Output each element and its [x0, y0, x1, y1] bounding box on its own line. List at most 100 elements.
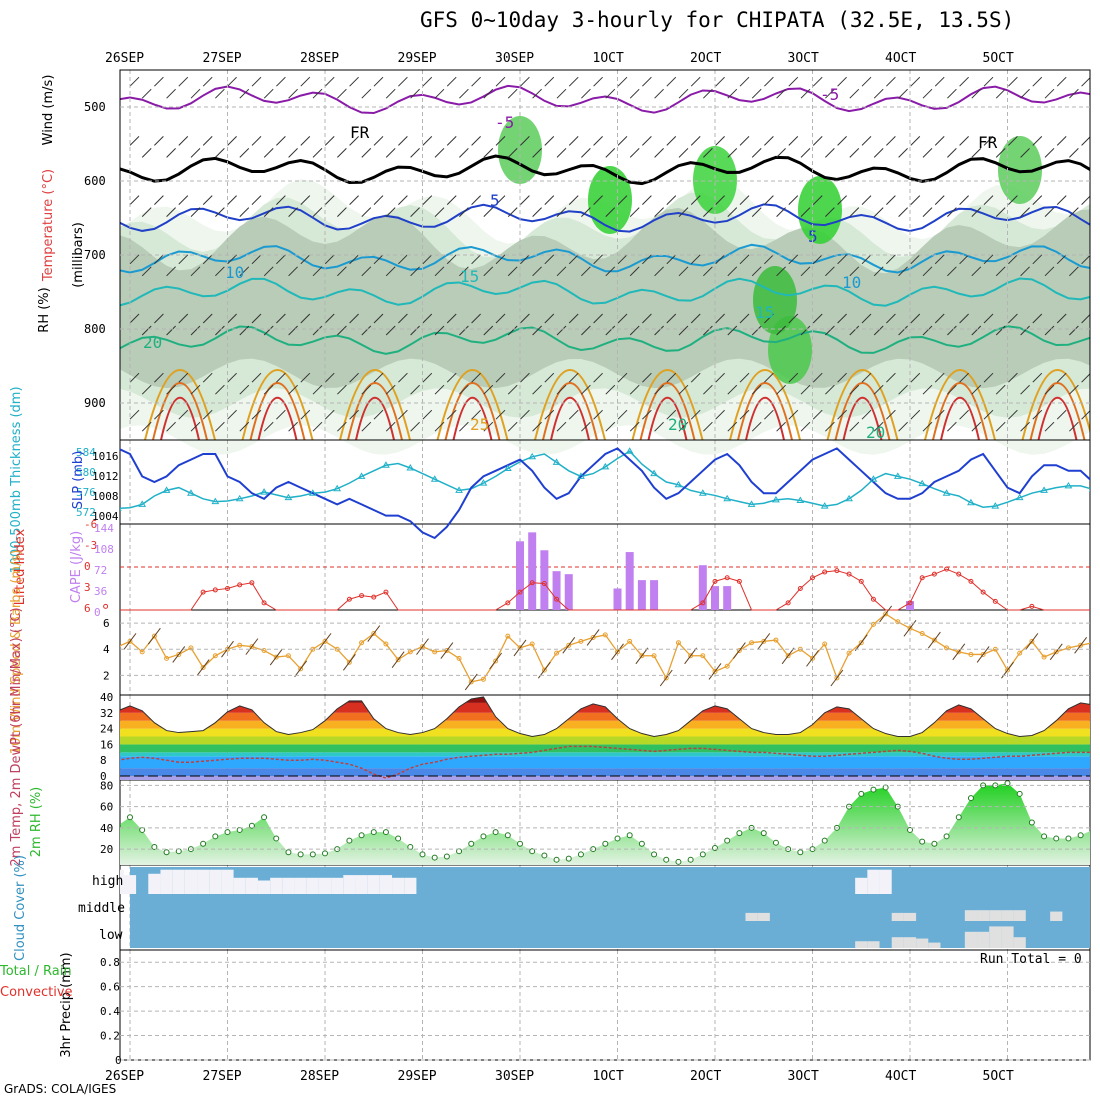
wind-barb [422, 313, 433, 324]
wind-barb [849, 266, 860, 277]
wind-barb-10m [757, 633, 771, 650]
wind-barb [1020, 207, 1030, 217]
wind-barb [922, 88, 933, 99]
wind-barb [934, 409, 945, 420]
wind-barb [202, 313, 213, 324]
wind-barb [471, 254, 481, 265]
cloud-high-block [172, 869, 185, 894]
contour-label: FR [978, 133, 998, 152]
wind-barb [727, 325, 738, 336]
li-marker [346, 596, 352, 602]
rh-marker [395, 835, 402, 842]
rh-marker [358, 832, 365, 839]
thickness-marker [1040, 486, 1048, 493]
wind-speed-marker [237, 642, 243, 648]
wind-barb [410, 421, 420, 432]
wind-barb [129, 409, 140, 420]
wind-barb [202, 136, 213, 146]
rh-marker [967, 795, 974, 802]
wind-speed-marker [541, 667, 547, 673]
wind-barb [983, 313, 994, 324]
thickness-marker [503, 464, 512, 472]
wind-barb [410, 207, 420, 217]
wind-barb-10m [684, 647, 698, 665]
wind-barb [971, 88, 982, 99]
thickness-tick-label: 572 [76, 506, 96, 519]
wind-barb [239, 421, 250, 432]
wind-barb [1020, 266, 1030, 277]
wind-barb [1032, 372, 1043, 383]
dewpoint-line [120, 745, 1090, 779]
slp-tick-label: 1008 [92, 490, 119, 503]
wind-barb [324, 76, 335, 87]
wind-barb [983, 254, 994, 265]
wind-barb [605, 325, 616, 336]
slp-tick-label: 1004 [92, 510, 119, 523]
cape-bar [528, 532, 537, 610]
wind-barb [1069, 266, 1079, 277]
contour-label: FR [350, 123, 370, 142]
wind-barb [617, 136, 628, 146]
thickness-marker [333, 484, 342, 492]
wind-barb [215, 325, 225, 336]
wind-barb [410, 266, 420, 277]
wind-speed-marker [371, 631, 377, 637]
rh-tick-label: 80 [100, 779, 113, 792]
wind-barb [703, 88, 713, 99]
wind-barb [1069, 421, 1079, 432]
wind-barb [154, 313, 164, 324]
rh-marker [651, 851, 658, 858]
wind-barb [1081, 373, 1090, 383]
wind-barb [532, 266, 542, 277]
ylabel-thickness: 1000-500mb Thickness (dm) [9, 386, 24, 573]
wind-barb [812, 136, 823, 146]
wind-barb [788, 409, 799, 420]
wind-barb [1069, 325, 1079, 336]
wind-barb [934, 372, 945, 383]
wind-barb-10m [927, 631, 941, 649]
wind-barb-10m [464, 673, 478, 691]
wind-barb [251, 313, 262, 324]
wind-speed-marker [91, 663, 95, 667]
wind-barb-10m [1049, 643, 1063, 661]
wind-barb [959, 195, 969, 205]
wind-barb [934, 195, 945, 205]
warm-contour-arc [1021, 369, 1090, 441]
wind-barb [715, 195, 725, 205]
wind-barb [520, 76, 530, 87]
wind-barb [593, 195, 603, 205]
temp-tick-label: 40 [100, 691, 113, 704]
wind-speed-marker [273, 654, 279, 660]
cloud-high-block [120, 869, 124, 894]
wind-barb [154, 254, 164, 265]
wind-barb [324, 313, 335, 324]
wind-barb [776, 266, 786, 277]
li-marker [225, 586, 230, 591]
cape-bar [650, 580, 659, 610]
wind-barb [1056, 195, 1067, 205]
wind-speed-marker [639, 653, 645, 659]
wind-barb [544, 76, 555, 87]
wind-barb [812, 76, 823, 87]
wind-barb [1008, 195, 1018, 205]
cloud-high-block [148, 873, 161, 894]
wind-barb [129, 372, 140, 383]
wind-barb-10m [952, 643, 966, 661]
wind-barb [727, 384, 738, 395]
wind-speed-marker [1029, 638, 1035, 644]
rh-marker [1089, 828, 1090, 831]
wind-barb [300, 195, 311, 205]
wind-barb [910, 313, 921, 324]
wind-barb [690, 76, 701, 87]
date-label-bottom: 27SEP [203, 1069, 242, 1084]
wind-barb [788, 136, 799, 146]
wind-barb [556, 421, 567, 432]
wind-barb [141, 148, 152, 158]
rh-marker [1065, 835, 1072, 842]
wind-speed-marker [858, 640, 864, 646]
wind-barb [349, 136, 359, 146]
wind-barb [398, 136, 408, 146]
wind-barb-10m [318, 633, 332, 650]
wind-barb [337, 207, 347, 217]
thickness-marker [284, 493, 293, 501]
